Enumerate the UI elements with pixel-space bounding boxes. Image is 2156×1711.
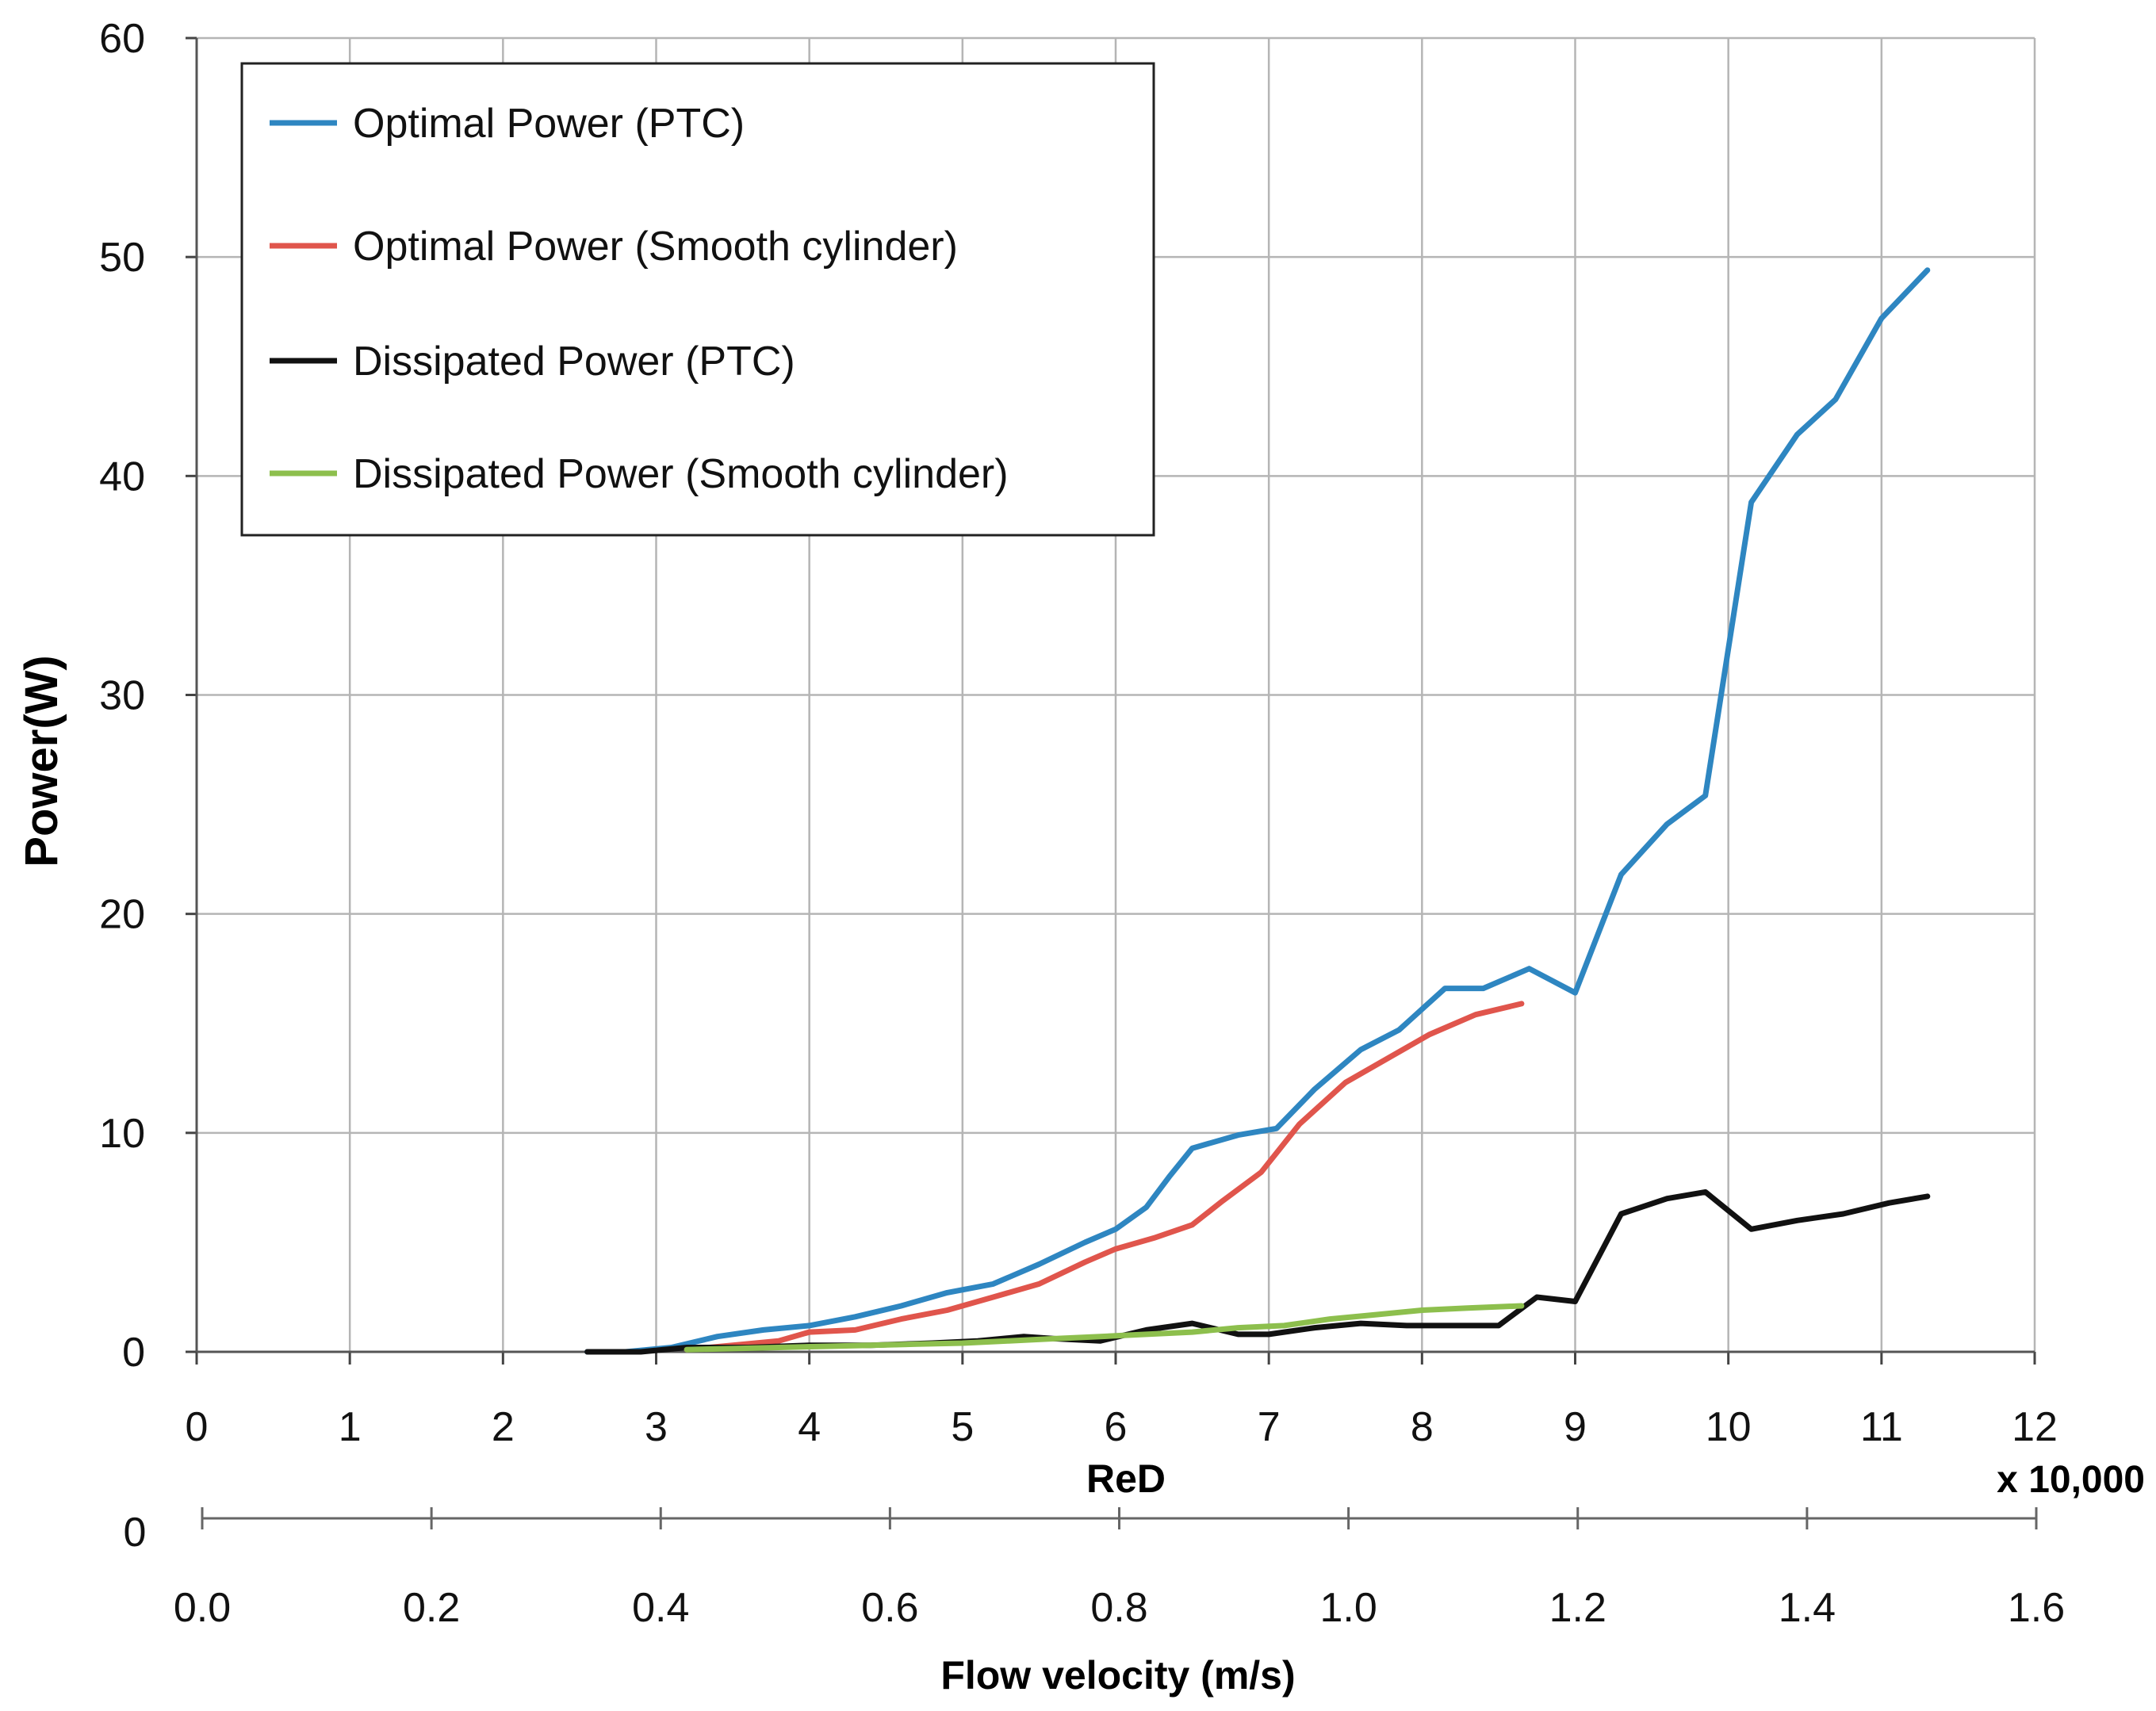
y-tick-labels: 0 10 20 30 40 50 60 <box>99 16 145 1376</box>
secondary-tick-label: 1.0 <box>1319 1585 1377 1631</box>
axes <box>186 36 2036 1365</box>
y-axis-title: Power(W) <box>16 655 67 867</box>
x-tick-label: 8 <box>1411 1404 1434 1450</box>
x-tick-label: 1 <box>339 1404 362 1450</box>
x-axis-multiplier: x 10,000 <box>1997 1459 2145 1501</box>
secondary-tick-label: 0.8 <box>1090 1585 1147 1631</box>
legend-label: Dissipated Power (PTC) <box>353 339 795 385</box>
legend: Optimal Power (PTC) Optimal Power (Smooth… <box>240 62 1155 537</box>
x-tick-label: 10 <box>1706 1404 1752 1450</box>
series-line-4 <box>684 1303 1525 1353</box>
series-line-1 <box>584 267 1931 1355</box>
secondary-tick-label: 1.6 <box>2008 1585 2065 1631</box>
y-tick-label: 10 <box>99 1111 145 1157</box>
y-tick-label: 30 <box>99 673 145 719</box>
x-tick-label: 2 <box>492 1404 515 1450</box>
secondary-tick-label: 0.2 <box>403 1585 460 1631</box>
secondary-tick-label: 1.2 <box>1549 1585 1606 1631</box>
secondary-tick-label: 0.6 <box>861 1585 918 1631</box>
y-tick-label: 40 <box>99 454 145 500</box>
y-tick-label: 50 <box>99 235 145 281</box>
x-tick-label: 7 <box>1258 1404 1281 1450</box>
x-tick-label: 9 <box>1564 1404 1587 1450</box>
legend-box <box>240 62 1155 537</box>
legend-label: Dissipated Power (Smooth cylinder) <box>353 451 1009 497</box>
legend-label: Optimal Power (PTC) <box>353 101 745 147</box>
x-tick-label: 11 <box>1860 1404 1903 1450</box>
x-tick-label: 6 <box>1105 1404 1128 1450</box>
x-axis-title: ReD <box>1086 1456 1166 1501</box>
secondary-axis-stray-label: 0 <box>124 1510 147 1556</box>
secondary-axis-title: Flow velocity (m/s) <box>940 1653 1295 1698</box>
x-tick-label: 4 <box>798 1404 821 1450</box>
series-line-2 <box>684 1001 1525 1353</box>
y-tick-label: 0 <box>122 1330 145 1376</box>
x-tick-label: 3 <box>645 1404 668 1450</box>
x-tick-labels: 0 1 2 3 4 5 6 7 8 9 10 11 12 <box>186 1404 2058 1450</box>
x-tick-label: 12 <box>2012 1404 2058 1450</box>
x-tick-label: 5 <box>951 1404 974 1450</box>
secondary-tick-label: 0.4 <box>632 1585 689 1631</box>
y-tick-label: 60 <box>99 16 145 62</box>
data-series <box>584 267 1931 1355</box>
secondary-x-axis: 0.0 0.2 0.4 0.6 0.8 1.0 1.2 1.4 1.6 <box>174 1507 2065 1631</box>
y-tick-label: 20 <box>99 892 145 938</box>
x-tick-label: 0 <box>186 1404 209 1450</box>
secondary-tick-label: 0.0 <box>174 1585 231 1631</box>
secondary-tick-label: 1.4 <box>1779 1585 1836 1631</box>
legend-label: Optimal Power (Smooth cylinder) <box>353 224 958 270</box>
